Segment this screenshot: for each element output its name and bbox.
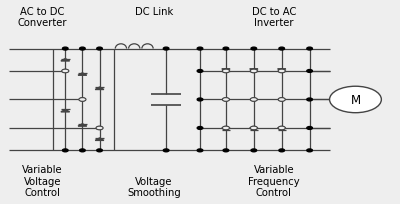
Circle shape: [223, 99, 229, 101]
Circle shape: [251, 149, 257, 152]
Circle shape: [79, 98, 86, 102]
Text: DC to AC
Inverter: DC to AC Inverter: [252, 7, 296, 28]
Circle shape: [279, 70, 284, 73]
Circle shape: [96, 126, 103, 130]
Circle shape: [197, 48, 203, 51]
Circle shape: [80, 99, 85, 101]
Circle shape: [223, 127, 229, 130]
Circle shape: [250, 98, 258, 102]
Circle shape: [278, 126, 285, 130]
Polygon shape: [78, 73, 87, 76]
Circle shape: [307, 99, 312, 101]
Polygon shape: [61, 110, 70, 112]
Text: AC to DC
Converter: AC to DC Converter: [18, 7, 67, 28]
Circle shape: [62, 70, 68, 73]
Circle shape: [97, 149, 102, 152]
Circle shape: [251, 127, 257, 130]
Circle shape: [97, 48, 102, 51]
Circle shape: [278, 70, 285, 73]
Circle shape: [307, 70, 312, 73]
Circle shape: [250, 70, 258, 73]
Circle shape: [80, 149, 85, 152]
Circle shape: [62, 149, 68, 152]
Circle shape: [163, 149, 169, 152]
Circle shape: [307, 48, 312, 51]
Text: Variable
Frequency
Control: Variable Frequency Control: [248, 164, 300, 197]
Circle shape: [251, 70, 257, 73]
Circle shape: [223, 149, 229, 152]
Circle shape: [279, 127, 284, 130]
Polygon shape: [95, 138, 104, 141]
Polygon shape: [278, 128, 286, 131]
Polygon shape: [278, 69, 286, 72]
Circle shape: [222, 70, 230, 73]
Circle shape: [197, 149, 203, 152]
Polygon shape: [250, 69, 258, 72]
Circle shape: [197, 127, 203, 130]
Polygon shape: [250, 128, 258, 131]
Circle shape: [307, 149, 312, 152]
Circle shape: [223, 70, 229, 73]
Circle shape: [279, 149, 284, 152]
Circle shape: [330, 87, 381, 113]
Circle shape: [62, 70, 69, 73]
Polygon shape: [222, 128, 230, 131]
Polygon shape: [222, 69, 230, 72]
Text: DC Link: DC Link: [135, 7, 173, 17]
Polygon shape: [78, 124, 87, 126]
Circle shape: [251, 48, 257, 51]
Circle shape: [279, 99, 284, 101]
Circle shape: [279, 48, 284, 51]
Circle shape: [278, 98, 285, 102]
Circle shape: [223, 48, 229, 51]
Circle shape: [80, 48, 85, 51]
Circle shape: [307, 127, 312, 130]
Text: M: M: [350, 93, 360, 106]
Circle shape: [197, 99, 203, 101]
Circle shape: [250, 126, 258, 130]
Circle shape: [251, 99, 257, 101]
Circle shape: [222, 98, 230, 102]
Circle shape: [197, 70, 203, 73]
Polygon shape: [61, 59, 70, 62]
Circle shape: [222, 126, 230, 130]
Circle shape: [97, 127, 102, 130]
Text: Variable
Voltage
Control: Variable Voltage Control: [22, 164, 63, 197]
Circle shape: [62, 48, 68, 51]
Polygon shape: [95, 88, 104, 90]
Circle shape: [163, 48, 169, 51]
Text: Voltage
Smoothing: Voltage Smoothing: [127, 176, 181, 197]
